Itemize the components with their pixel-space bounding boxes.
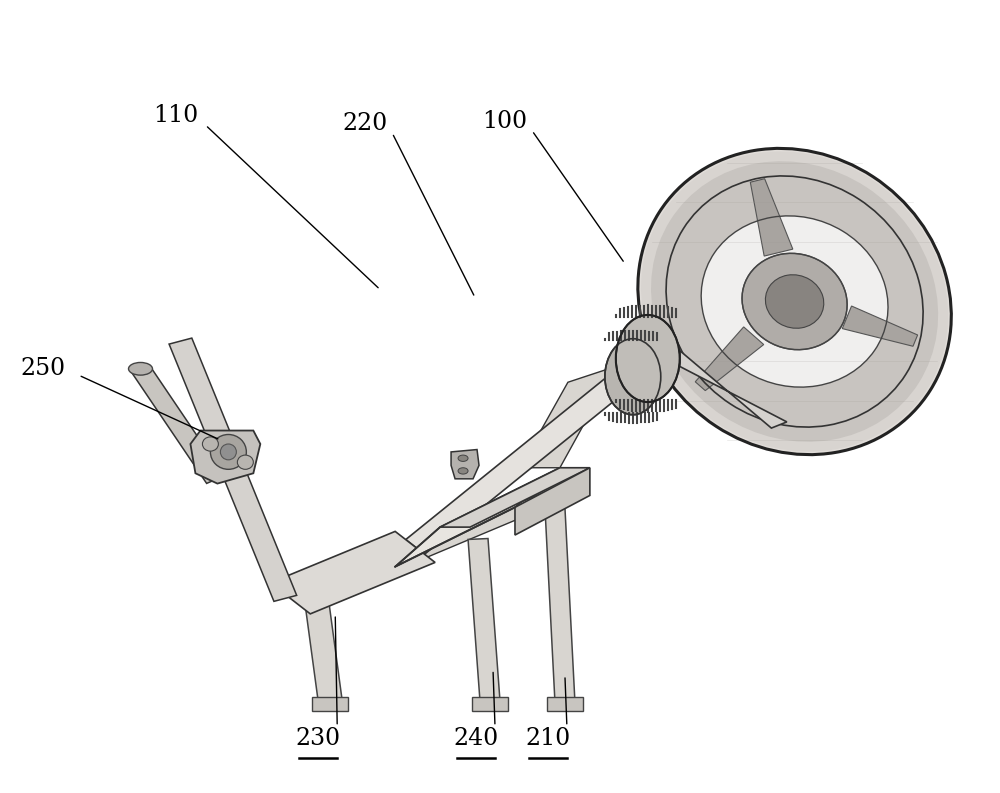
Polygon shape [190,431,260,484]
Ellipse shape [651,161,938,442]
Ellipse shape [129,362,152,375]
Polygon shape [169,338,297,601]
Polygon shape [310,484,580,600]
Text: 240: 240 [453,727,499,750]
Text: 230: 230 [296,727,341,750]
Polygon shape [520,366,616,468]
Ellipse shape [661,171,928,432]
Ellipse shape [638,148,951,454]
Polygon shape [312,697,348,711]
Ellipse shape [666,176,923,427]
Polygon shape [750,178,793,256]
Polygon shape [695,327,764,391]
Polygon shape [451,450,479,479]
Text: 210: 210 [525,727,571,750]
Ellipse shape [458,468,468,474]
Text: 100: 100 [482,109,528,132]
Polygon shape [310,551,410,591]
Polygon shape [545,507,575,702]
Polygon shape [395,468,560,567]
Text: 220: 220 [343,112,388,135]
Ellipse shape [742,253,847,350]
Ellipse shape [656,167,933,437]
Polygon shape [270,531,435,614]
Polygon shape [468,538,500,702]
Polygon shape [547,697,583,711]
Polygon shape [680,351,787,428]
Polygon shape [132,365,224,484]
Text: 250: 250 [20,358,65,381]
Polygon shape [472,697,508,711]
Ellipse shape [701,216,888,387]
Polygon shape [440,468,590,527]
Ellipse shape [237,455,253,469]
Polygon shape [303,589,342,703]
Ellipse shape [210,435,246,469]
Ellipse shape [765,274,824,328]
Ellipse shape [605,339,661,415]
Text: 110: 110 [153,104,198,127]
Polygon shape [406,338,674,554]
Ellipse shape [641,151,948,451]
Ellipse shape [202,437,218,451]
Ellipse shape [646,156,943,446]
Ellipse shape [616,315,680,402]
Polygon shape [842,306,918,347]
Ellipse shape [220,444,236,460]
Polygon shape [515,468,590,535]
Ellipse shape [458,455,468,462]
